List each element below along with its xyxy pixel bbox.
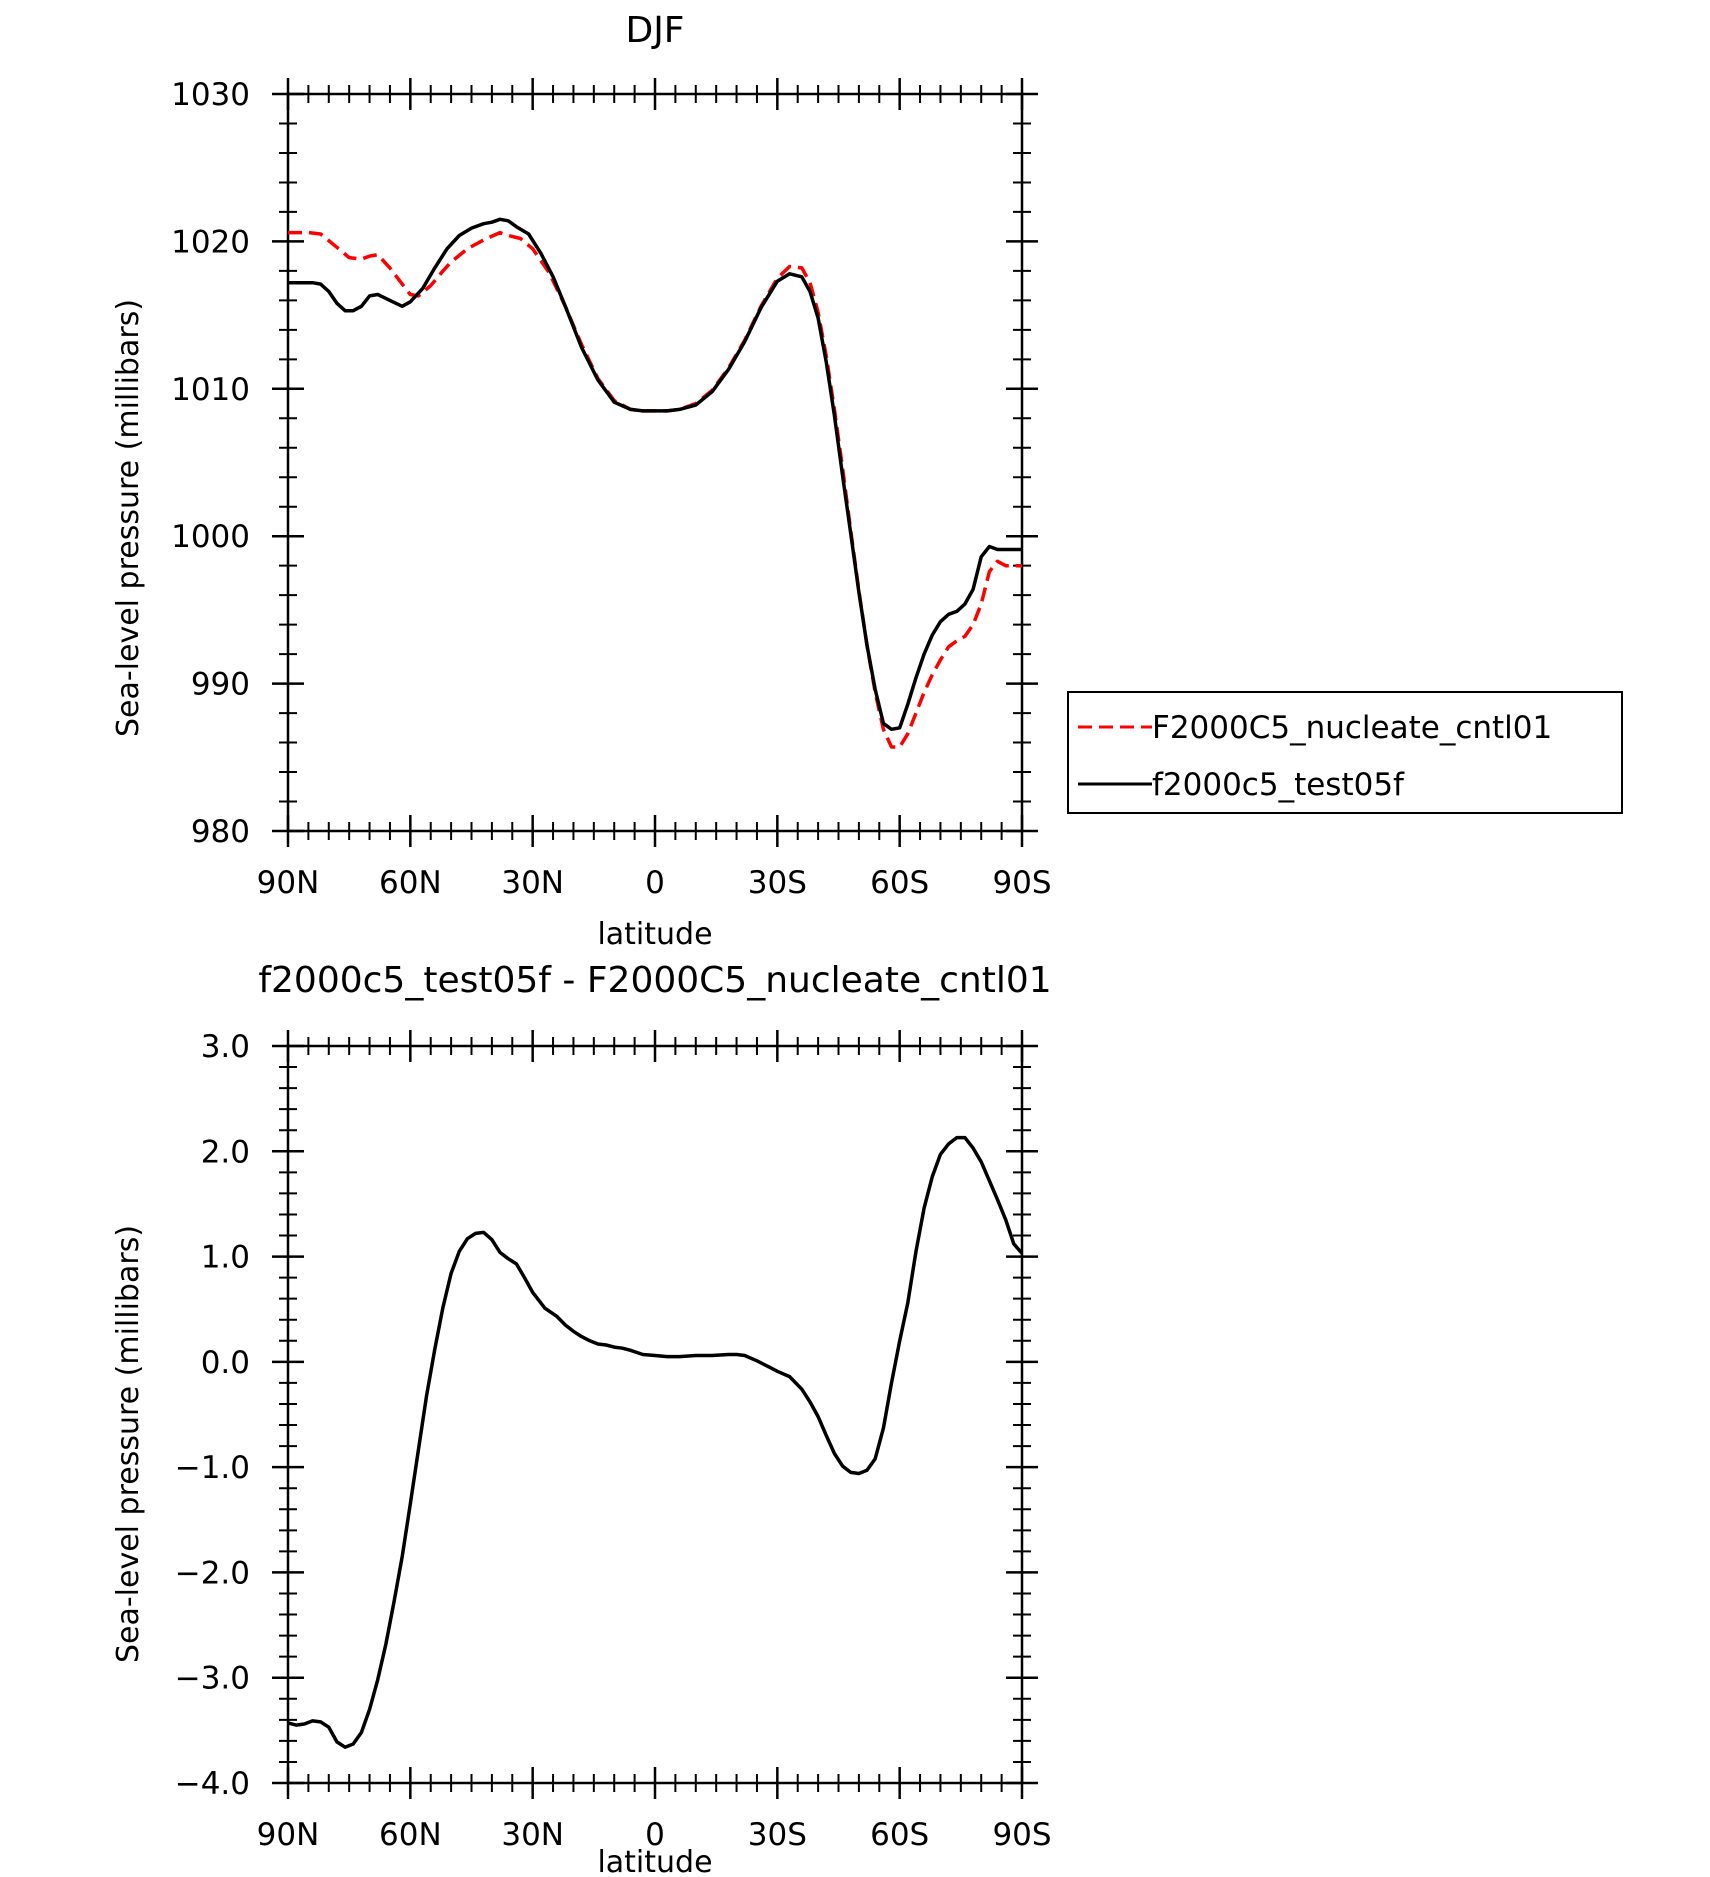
y-tick-label: −1.0 [175,1450,250,1486]
x-tick-label: 30N [501,1817,564,1853]
y-axis-label: Sea-level pressure (millibars) [111,1225,146,1663]
y-tick-label: 1020 [171,224,250,260]
chart-title: DJF [625,10,684,51]
x-tick-label: 60N [379,1817,442,1853]
y-tick-label: 1.0 [201,1240,250,1276]
x-tick-label: 90S [992,865,1051,901]
y-tick-label: 1010 [171,372,250,408]
y-tick-label: 980 [191,814,250,850]
legend-label-cntl01: F2000C5_nucleate_cntl01 [1152,710,1552,746]
legend: F2000C5_nucleate_cntl01 f2000c5_test05f [1067,691,1623,814]
y-tick-label: −3.0 [175,1661,250,1697]
legend-box [1067,691,1623,814]
y-axis-label: Sea-level pressure (millibars) [111,299,146,737]
x-tick-label: 90N [257,1817,320,1853]
series-line-f2000c5_test05f [288,217,1022,732]
x-tick-label: 60S [870,865,929,901]
x-tick-label: 0 [645,865,665,901]
x-tick-label: 30N [501,865,564,901]
legend-label-test05f: f2000c5_test05f [1152,767,1405,803]
y-tick-label: 990 [191,667,250,703]
x-tick-label: 60S [870,1817,929,1853]
series-line-series-0 [288,1135,1022,1749]
y-tick-label: 0.0 [201,1345,250,1381]
x-axis-label: latitude [597,1845,712,1877]
x-tick-label: 90N [257,865,320,901]
x-tick-label: 30S [748,1817,807,1853]
x-axis-label: latitude [597,917,712,952]
djf-panel: DJF 980 990 1000 1010 1020 1030 90N 60N 30N 0 30S 6… [111,10,1052,952]
x-tick-label: 90S [992,1817,1051,1853]
x-tick-label: 0 [645,1817,665,1853]
plot-frame [286,1044,1024,1785]
y-tick-label: 2.0 [201,1134,250,1170]
plot-area: 980 990 1000 1010 1020 1030 90N 60N 30N 0 30S 60S 90… [171,77,1051,901]
y-tick-label: −2.0 [175,1555,250,1591]
difference-panel: f2000c5_test05f - F2000C5_nucleate_cntl0… [111,960,1052,1877]
series-line-F2000C5_nucleate_cntl01 [288,230,1022,749]
y-tick-label: −4.0 [175,1766,250,1802]
chart-title: f2000c5_test05f - F2000C5_nucleate_cntl0… [258,960,1051,1001]
y-tick-label: 1000 [171,519,250,555]
x-tick-label: 60N [379,865,442,901]
y-tick-label: 3.0 [201,1029,250,1065]
plot-area: −4.0 −3.0 −2.0 −1.0 0.0 1.0 2.0 3.0 90N 60N 30N 0 30… [175,1029,1052,1853]
y-tick-label: 1030 [171,77,250,113]
x-tick-label: 30S [748,865,807,901]
